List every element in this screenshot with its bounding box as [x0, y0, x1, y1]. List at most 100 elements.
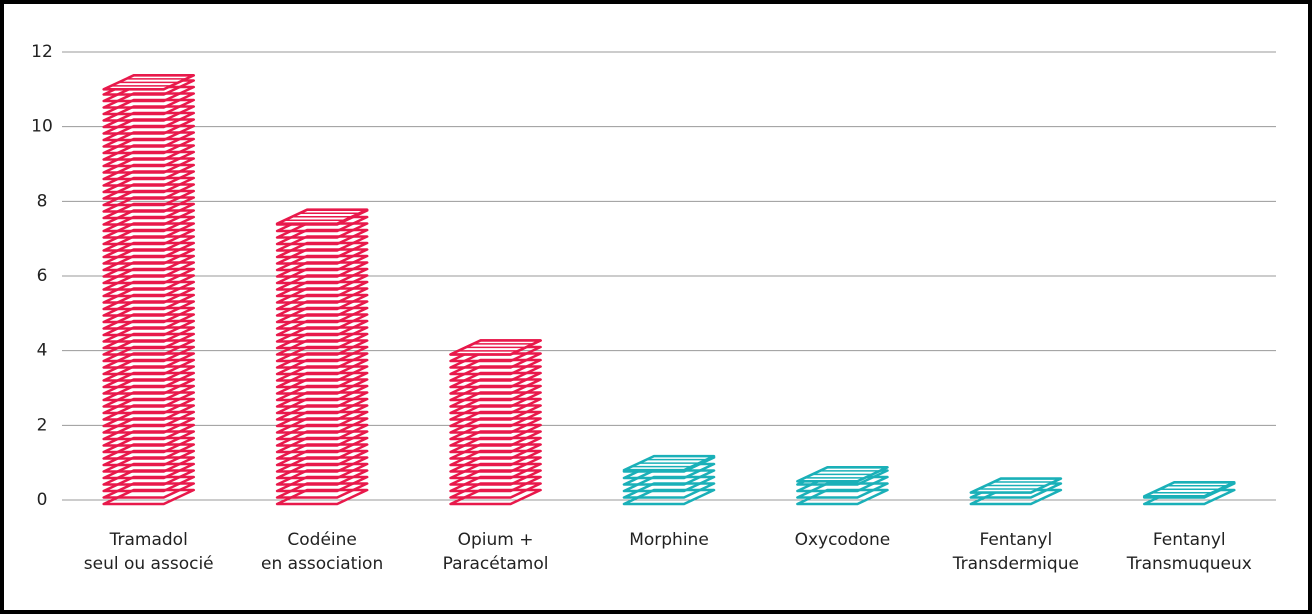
bar-plate — [275, 339, 369, 356]
x-tick-label: Opium + Paracétamol — [442, 530, 549, 574]
bar-plate — [275, 267, 369, 285]
bar-plate — [102, 443, 196, 460]
bar-plate — [102, 339, 196, 356]
bar-plate — [275, 423, 369, 441]
bar-plate — [275, 404, 369, 421]
bar-plate — [275, 306, 369, 324]
y-tick-label: 4 — [37, 341, 48, 361]
bar-plate — [969, 488, 1063, 506]
y-tick-label: 0 — [37, 490, 48, 510]
bar-plate — [449, 469, 542, 486]
bar-plate — [275, 482, 369, 499]
bar-plate — [102, 124, 196, 142]
bar-plate — [102, 118, 196, 135]
bar-plate — [102, 209, 196, 226]
bar-plate — [449, 423, 542, 441]
bar-plate — [796, 482, 889, 499]
bar-plate — [275, 358, 369, 376]
bar-plate — [449, 404, 542, 421]
y-tick-label: 2 — [37, 415, 48, 435]
bar-plate — [275, 326, 369, 343]
bar-plate — [102, 183, 196, 200]
bar-plate — [102, 449, 196, 467]
bar-plate — [102, 456, 196, 473]
bar-plate — [275, 365, 369, 382]
bar-plate — [102, 248, 196, 265]
bar-plate — [102, 488, 196, 506]
bar-plate — [275, 313, 369, 330]
bar-plate — [102, 137, 196, 155]
bar-plate — [102, 462, 196, 480]
bar-plate — [449, 443, 542, 460]
bar-plate — [102, 254, 196, 272]
bar-plate — [449, 358, 542, 376]
bar-plate — [102, 469, 196, 486]
x-tick-label: Oxycodone — [794, 530, 891, 550]
bar-plate — [275, 332, 369, 350]
bar-plate — [102, 391, 196, 408]
bar-plate — [449, 384, 542, 402]
bar-plate — [102, 436, 196, 454]
bar-plate — [102, 358, 196, 376]
bar-plate — [102, 404, 196, 421]
bar — [1142, 480, 1236, 506]
bar-plate — [102, 423, 196, 441]
bar — [449, 339, 542, 506]
bar-plate — [275, 397, 369, 415]
x-tick-label: Codéine en association — [261, 530, 384, 574]
bar-plate — [275, 261, 369, 278]
bar-plate — [275, 222, 369, 239]
bar-plate — [102, 131, 196, 148]
bar-plate — [102, 170, 196, 187]
bar-plate — [449, 488, 542, 506]
bar-plate — [449, 397, 542, 415]
bar-plate — [102, 261, 196, 278]
bar-plate — [102, 430, 196, 447]
bar-plate — [449, 417, 542, 434]
x-tick-label: Morphine — [629, 530, 709, 550]
bar-plate — [102, 410, 196, 428]
bar-plate — [102, 300, 196, 317]
bar-plate — [102, 105, 196, 122]
bar — [102, 74, 196, 506]
bar-plate — [102, 222, 196, 239]
bar-plate — [449, 436, 542, 454]
bar-plate — [275, 410, 369, 428]
bar-plate — [275, 443, 369, 460]
bar-plate — [102, 144, 196, 161]
bar-plate — [102, 215, 196, 233]
bar-plate — [275, 319, 369, 337]
bar-plate — [275, 391, 369, 408]
bar-plate — [275, 248, 369, 265]
bar-plate — [275, 280, 369, 298]
bar-plate — [275, 228, 369, 246]
bar-plate — [275, 469, 369, 486]
x-tick-label: Fentanyl Transmuqueux — [1126, 530, 1252, 574]
bar-plate — [449, 410, 542, 428]
bar-plate — [102, 293, 196, 311]
bar-plate — [275, 488, 369, 506]
bar-plate — [102, 157, 196, 174]
bar-plate — [449, 365, 542, 382]
bar — [796, 466, 889, 506]
bar-plate — [102, 384, 196, 402]
bar-plate — [102, 319, 196, 337]
bar-plate — [102, 228, 196, 246]
bar-plate — [275, 254, 369, 272]
bar-plate — [275, 456, 369, 473]
bar-plate — [449, 378, 542, 395]
bar-plate — [102, 267, 196, 285]
bar-plate — [449, 371, 542, 389]
bar-plate — [275, 241, 369, 259]
bar-plate — [275, 345, 369, 363]
bar-plate — [102, 163, 196, 181]
bar-plate — [275, 293, 369, 311]
bar-plate — [102, 280, 196, 298]
bar-plate — [102, 397, 196, 415]
bar-plate — [102, 313, 196, 330]
bar-plate — [449, 482, 542, 499]
bar-plate — [275, 417, 369, 434]
bar-plate — [102, 352, 196, 369]
bar-plate — [796, 488, 889, 506]
